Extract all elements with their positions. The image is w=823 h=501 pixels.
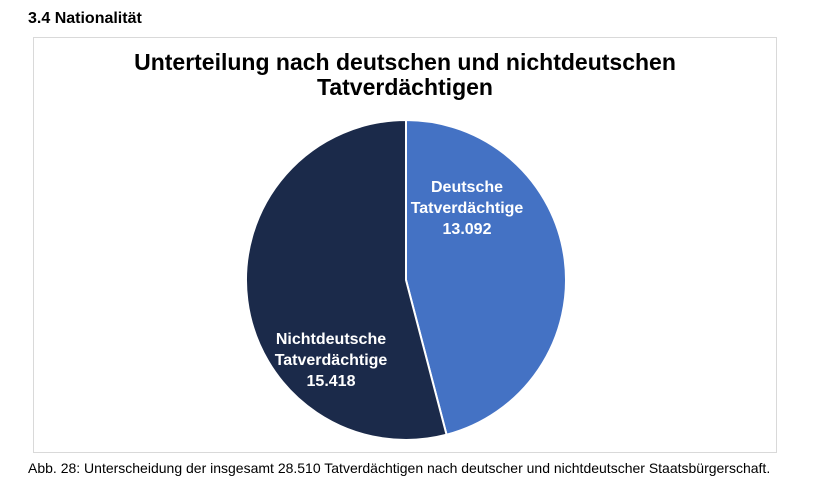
pie-slice-deutsche (405, 118, 567, 436)
pie-slice-nichtdeutsche (245, 118, 448, 441)
slice-label-nichtdeutsche-value: 15.418 (306, 373, 356, 390)
chart-frame: Unterteilung nach deutschen und nichtdeu… (33, 37, 777, 453)
chart-title-line-1: Unterteilung nach deutschen und nichtdeu… (134, 49, 676, 75)
chart-title-line-2: Tatverdächtigen (317, 74, 493, 100)
slice-label-nichtdeutsche-name-1: Nichtdeutsche (275, 331, 387, 348)
section-heading: 3.4 Nationalität (28, 10, 142, 27)
slice-label-deutsche-name-2: Tatverdächtige (410, 200, 524, 217)
pie-chart (245, 118, 567, 441)
slice-label-nichtdeutsche: Nichtdeutsche Tatverdächtige 15.418 (256, 329, 406, 392)
chart-title: Unterteilung nach deutschen und nichtdeu… (34, 50, 776, 100)
slice-label-nichtdeutsche-name-2: Tatverdächtige (274, 352, 388, 369)
figure-caption: Abb. 28: Unterscheidung der insgesamt 28… (28, 460, 771, 476)
slice-label-deutsche: Deutsche Tatverdächtige 13.092 (392, 177, 542, 240)
slice-label-deutsche-name-1: Deutsche (430, 179, 504, 196)
slice-label-deutsche-value: 13.092 (442, 221, 492, 238)
